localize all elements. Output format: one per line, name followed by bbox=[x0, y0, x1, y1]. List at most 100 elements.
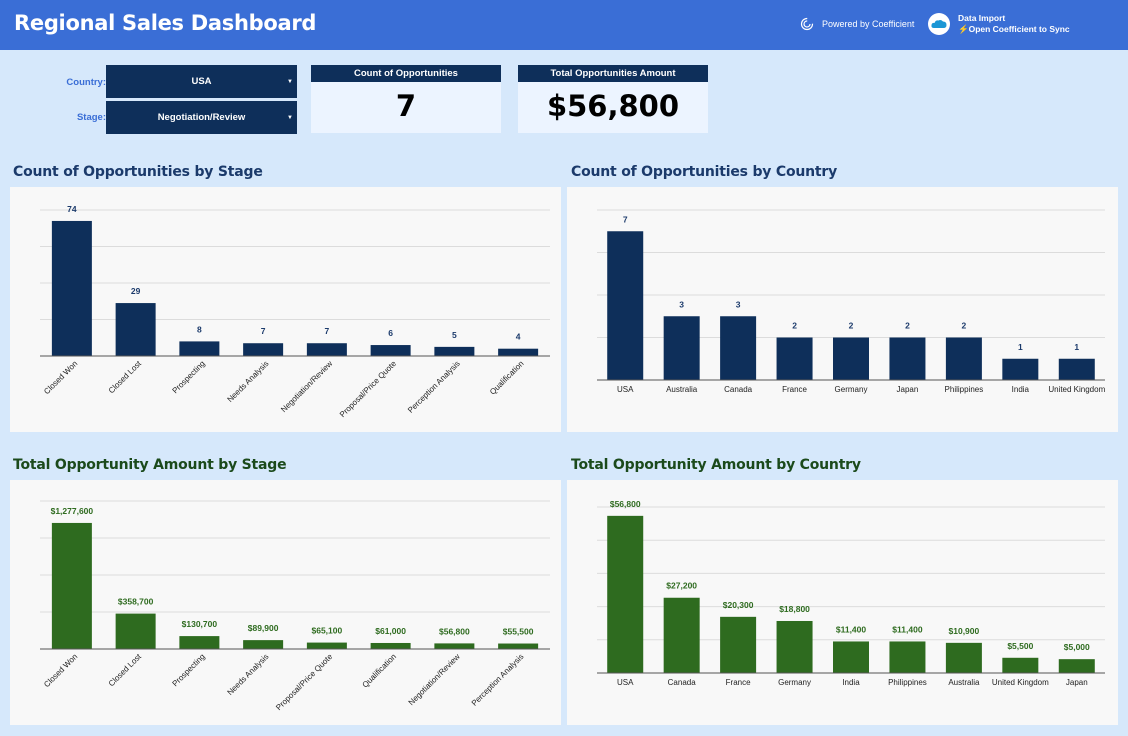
data-label: 2 bbox=[905, 321, 910, 331]
bar-germany[interactable] bbox=[833, 337, 869, 381]
bar-closed-lost[interactable] bbox=[115, 303, 156, 356]
bar-australia[interactable] bbox=[945, 642, 982, 673]
bar-philippines[interactable] bbox=[945, 337, 982, 381]
bar-japan[interactable] bbox=[889, 337, 926, 381]
category-label: Qualification bbox=[488, 359, 525, 396]
chart-svg: $1,277,600 Closed Won $358,700 Closed Lost $… bbox=[40, 500, 550, 713]
bar-closed-lost[interactable] bbox=[115, 613, 156, 649]
category-label: Negotiation/Review bbox=[279, 359, 334, 414]
data-label: $27,200 bbox=[666, 581, 697, 591]
data-label: $11,400 bbox=[892, 624, 923, 634]
category-label: United Kingdom bbox=[1048, 385, 1105, 394]
bar-proposal-price-quote[interactable] bbox=[306, 642, 347, 649]
bar-usa[interactable] bbox=[607, 231, 644, 380]
category-label: United Kingdom bbox=[992, 678, 1049, 687]
data-label: $65,100 bbox=[312, 626, 343, 636]
category-label: Canada bbox=[724, 385, 753, 394]
data-label: $358,700 bbox=[118, 597, 154, 607]
data-label: 74 bbox=[67, 204, 77, 214]
bar-india[interactable] bbox=[1002, 358, 1039, 380]
chart-amount-by-country: $56,800 USA $27,200 Canada $20,300 France $18,… bbox=[567, 480, 1118, 725]
chart-count-by-country: 7 USA 3 Australia 3 Canada 2 France 2 Germany 2 Jap… bbox=[567, 187, 1118, 432]
bar-australia[interactable] bbox=[663, 316, 700, 380]
country-filter-label: Country: bbox=[66, 77, 106, 88]
data-label: 7 bbox=[623, 214, 628, 224]
bar-perception-analysis[interactable] bbox=[498, 643, 539, 649]
data-label: $130,700 bbox=[182, 619, 218, 629]
category-label: USA bbox=[617, 678, 634, 687]
data-import-sync[interactable]: Data Import ⚡Open Coefficient to Sync bbox=[928, 13, 1070, 35]
data-label: 1 bbox=[1018, 342, 1023, 352]
bar-closed-won[interactable] bbox=[51, 220, 92, 356]
bar-needs-analysis[interactable] bbox=[243, 343, 284, 356]
category-label: Qualification bbox=[361, 652, 398, 689]
stage-select-value: Negotiation/Review bbox=[157, 112, 246, 123]
bar-perception-analysis[interactable] bbox=[434, 346, 475, 356]
bar-germany[interactable] bbox=[776, 620, 813, 673]
category-label: Canada bbox=[668, 678, 697, 687]
bar-negotiation-review[interactable] bbox=[434, 643, 475, 649]
category-label: Closed Lost bbox=[107, 359, 144, 396]
category-label: Closed Won bbox=[42, 359, 79, 396]
data-label: $11,400 bbox=[836, 624, 867, 634]
bar-philippines[interactable] bbox=[889, 641, 926, 673]
powered-by-coefficient[interactable]: Powered by Coefficient bbox=[800, 17, 914, 31]
bar-canada[interactable] bbox=[720, 316, 757, 380]
data-label: 3 bbox=[736, 299, 741, 309]
category-label: Proposal/Price Quote bbox=[338, 359, 399, 420]
bar-closed-won[interactable] bbox=[51, 522, 92, 649]
data-label: $56,800 bbox=[610, 499, 641, 509]
category-label: Needs Analysis bbox=[225, 359, 270, 404]
bar-united-kingdom[interactable] bbox=[1002, 657, 1039, 673]
bar-france[interactable] bbox=[776, 337, 813, 381]
scorecard-label: Total Opportunities Amount bbox=[518, 65, 708, 82]
bar-united-kingdom[interactable] bbox=[1058, 358, 1095, 380]
category-label: Prospecting bbox=[171, 652, 207, 688]
data-label: $89,900 bbox=[248, 623, 279, 633]
country-select[interactable]: USA ▼ bbox=[106, 65, 297, 98]
bar-india[interactable] bbox=[833, 641, 869, 673]
powered-by-label: Powered by Coefficient bbox=[822, 19, 915, 29]
category-label: Japan bbox=[1066, 678, 1088, 687]
bar-prospecting[interactable] bbox=[179, 341, 220, 356]
category-label: Philippines bbox=[945, 385, 984, 394]
data-label: 29 bbox=[131, 286, 141, 296]
chart-svg: $56,800 USA $27,200 Canada $20,300 France $18,… bbox=[597, 499, 1105, 687]
data-label: 2 bbox=[962, 321, 967, 331]
data-label: 1 bbox=[1074, 342, 1079, 352]
bar-france[interactable] bbox=[720, 616, 757, 673]
bar-needs-analysis[interactable] bbox=[243, 640, 284, 649]
data-label: $61,000 bbox=[375, 626, 406, 636]
category-label: France bbox=[726, 678, 751, 687]
bar-canada[interactable] bbox=[663, 597, 700, 673]
bar-prospecting[interactable] bbox=[179, 636, 220, 649]
category-label: Philippines bbox=[888, 678, 927, 687]
stage-select[interactable]: Negotiation/Review ▼ bbox=[106, 101, 297, 134]
data-label: $5,500 bbox=[1007, 641, 1033, 651]
chevron-down-icon: ▼ bbox=[287, 78, 293, 85]
category-label: Japan bbox=[897, 385, 919, 394]
chart-amount-by-stage: $1,277,600 Closed Won $358,700 Closed Lost $… bbox=[10, 480, 561, 725]
data-label: $56,800 bbox=[439, 626, 470, 636]
data-label: $20,300 bbox=[723, 600, 754, 610]
scorecard-label: Count of Opportunities bbox=[311, 65, 501, 82]
data-label: $18,800 bbox=[779, 604, 810, 614]
category-label: Proposal/Price Quote bbox=[274, 652, 335, 713]
bar-usa[interactable] bbox=[607, 515, 644, 673]
section-title-amount-by-stage: Total Opportunity Amount by Stage bbox=[13, 457, 287, 473]
data-label: 7 bbox=[325, 326, 330, 336]
bar-qualification[interactable] bbox=[498, 348, 539, 356]
count-opportunities-scorecard: Count of Opportunities 7 bbox=[311, 65, 501, 133]
data-label: $10,900 bbox=[949, 626, 980, 636]
bar-japan[interactable] bbox=[1058, 659, 1095, 673]
total-amount-scorecard: Total Opportunities Amount $56,800 bbox=[518, 65, 708, 133]
stage-filter-label: Stage: bbox=[76, 112, 106, 123]
bar-qualification[interactable] bbox=[370, 642, 411, 649]
category-label: France bbox=[782, 385, 807, 394]
bar-negotiation-review[interactable] bbox=[306, 343, 347, 356]
bar-proposal-price-quote[interactable] bbox=[370, 345, 411, 356]
category-label: Germany bbox=[835, 385, 868, 394]
data-label: 6 bbox=[388, 328, 393, 338]
section-title-amount-by-country: Total Opportunity Amount by Country bbox=[571, 457, 861, 473]
sync-link[interactable]: ⚡Open Coefficient to Sync bbox=[958, 24, 1070, 34]
